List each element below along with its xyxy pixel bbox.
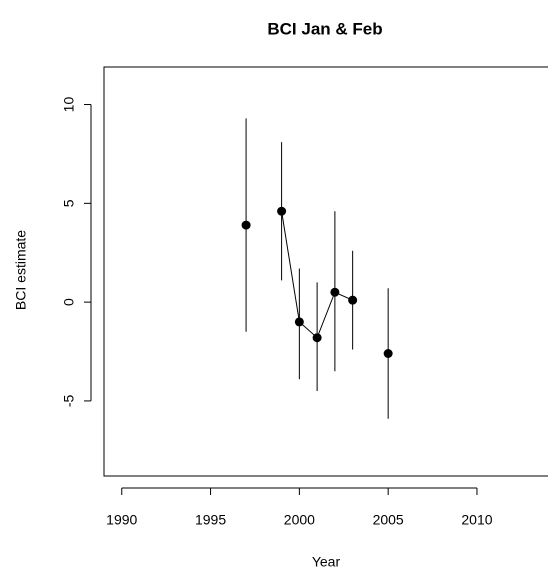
- x-tick-label: 2005: [373, 512, 404, 528]
- y-tick-label: 0: [61, 298, 77, 306]
- point: [383, 348, 393, 358]
- x-tick-label: 1995: [195, 512, 226, 528]
- point: [277, 206, 287, 216]
- x-tick-label: 2000: [284, 512, 315, 528]
- point: [348, 295, 358, 305]
- y-tick-label: -5: [61, 394, 77, 407]
- point: [294, 317, 304, 327]
- y-tick-label: 10: [61, 97, 77, 113]
- y-tick-label: 5: [61, 199, 77, 207]
- chart-title: BCI Jan & Feb: [267, 19, 382, 38]
- x-tick-label: 1990: [106, 512, 137, 528]
- point: [312, 333, 322, 343]
- x-axis-label: Year: [312, 554, 341, 570]
- plot-frame: [103, 66, 548, 477]
- point: [241, 220, 251, 230]
- point: [330, 287, 340, 297]
- x-tick-label: 2010: [461, 512, 492, 528]
- y-axis-label: BCI estimate: [13, 230, 29, 310]
